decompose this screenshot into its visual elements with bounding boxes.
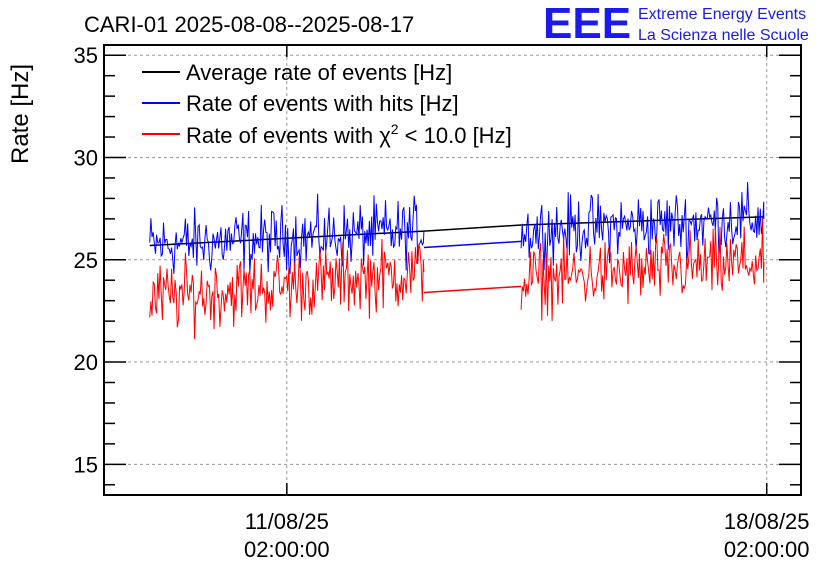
x-tick-label-time: 02:00:00 — [244, 537, 330, 562]
logo-mark: EEE — [543, 0, 631, 48]
series-2-segment-0 — [149, 238, 425, 340]
x-tick-label-date: 18/08/25 — [724, 509, 810, 534]
plot-frame — [103, 44, 802, 496]
series-2-segment-1 — [423, 285, 522, 294]
legend-item-average: Average rate of events [Hz] — [142, 60, 452, 85]
legend-item-chi2: Rate of events with χ2 < 10.0 [Hz] — [142, 121, 512, 148]
plot-area — [149, 181, 765, 340]
y-tick-label: 15 — [74, 452, 98, 477]
series-1-segment-0 — [149, 193, 425, 275]
legend: Average rate of events [Hz] Rate of even… — [142, 60, 512, 148]
logo-line-2: La Scienza nelle Scuole — [638, 27, 809, 44]
series-0-segment-1 — [423, 224, 522, 232]
y-tick-label: 20 — [74, 350, 98, 375]
eee-logo: EEE Extreme Energy Events La Scienza nel… — [543, 0, 809, 48]
series-0-segment-0 — [149, 230, 424, 247]
legend-label-hits: Rate of events with hits [Hz] — [186, 91, 459, 116]
legend-label-average: Average rate of events [Hz] — [186, 60, 452, 85]
x-tick-label-time: 02:00:00 — [724, 537, 810, 562]
y-axis-label: Rate [Hz] — [7, 64, 34, 164]
legend-item-hits: Rate of events with hits [Hz] — [142, 91, 459, 116]
axes: 15 20 25 30 35 11/08/25 02:00:00 18/08/25 02:00:… — [74, 43, 810, 562]
chart-title: CARI-01 2025-08-08--2025-08-17 — [84, 12, 414, 37]
y-tick-label: 25 — [74, 248, 98, 273]
x-tick-label-date: 11/08/25 — [245, 509, 329, 534]
legend-label-chi2: Rate of events with χ2 < 10.0 [Hz] — [186, 121, 512, 148]
grid — [104, 45, 801, 495]
y-tick-label: 35 — [74, 43, 98, 68]
series-1-segment-2 — [520, 181, 765, 276]
y-tick-label: 30 — [74, 146, 98, 171]
series-1-segment-1 — [423, 240, 522, 249]
logo-line-1: Extreme Energy Events — [638, 6, 806, 23]
series-2-segment-2 — [520, 218, 765, 322]
